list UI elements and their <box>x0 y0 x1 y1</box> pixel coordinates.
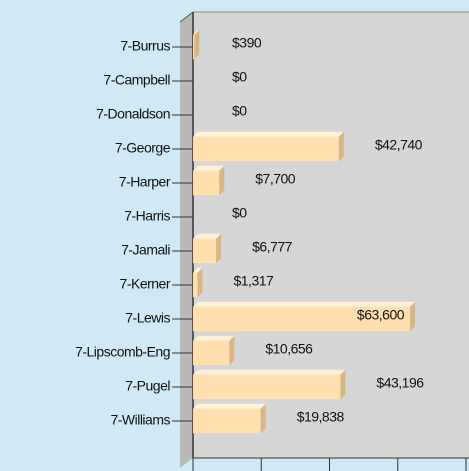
value-label: $10,656 <box>265 341 313 357</box>
bar-top <box>193 301 416 307</box>
bar <box>193 374 341 400</box>
bar-top <box>193 131 344 137</box>
bar <box>193 272 198 298</box>
bar-top <box>193 267 203 273</box>
value-label: $43,196 <box>376 375 424 391</box>
bar <box>193 136 339 162</box>
bar <box>193 170 220 196</box>
y-tick-label: 7-Campbell <box>103 72 170 88</box>
y-tick-label: 7-Pugel <box>125 378 170 394</box>
bar-top <box>193 403 266 409</box>
bar-side <box>194 29 200 60</box>
value-label: $0 <box>232 205 247 221</box>
bar-side <box>229 335 235 366</box>
bar <box>193 306 411 332</box>
y-tick-label: 7-Jamali <box>121 242 170 258</box>
y-tick-label: 7-Harris <box>124 208 170 224</box>
bar-side <box>260 403 266 434</box>
bar-side <box>197 267 203 298</box>
bar-top <box>193 29 200 35</box>
bar <box>193 34 195 60</box>
value-label: $42,740 <box>375 137 423 153</box>
y-tick-label: 7-Burrus <box>120 38 170 54</box>
bar <box>193 238 217 264</box>
value-label: $6,777 <box>252 239 293 255</box>
value-label: $0 <box>232 103 247 119</box>
bar-side <box>410 301 416 332</box>
y-tick-label: 7-Donaldson <box>96 106 170 122</box>
bar-side <box>340 369 346 400</box>
bar-top <box>193 335 235 341</box>
y-tick-label: 7-Williams <box>110 412 170 428</box>
bar <box>193 408 261 434</box>
y-tick-label: 7-Harper <box>119 174 171 190</box>
y-tick-label: 7-Kerner <box>120 276 171 292</box>
bar-side <box>219 165 225 196</box>
value-label: $1,317 <box>233 273 274 289</box>
bar-top <box>193 369 346 375</box>
y-tick-label: 7-Lewis <box>125 310 170 326</box>
value-label: $0 <box>232 69 247 85</box>
value-label: $390 <box>232 35 262 51</box>
y-tick-label: 7-George <box>115 140 171 156</box>
bar-side <box>338 131 344 162</box>
value-label: $63,600 <box>357 307 405 323</box>
value-label: $7,700 <box>255 171 296 187</box>
bar-side <box>216 233 222 264</box>
bar-top <box>193 233 222 239</box>
y-tick-label: 7-Lipscomb-Eng <box>75 344 170 360</box>
wall-edge <box>179 11 194 23</box>
bar <box>193 340 230 366</box>
value-label: $19,838 <box>297 409 345 425</box>
bar-top <box>193 165 225 171</box>
